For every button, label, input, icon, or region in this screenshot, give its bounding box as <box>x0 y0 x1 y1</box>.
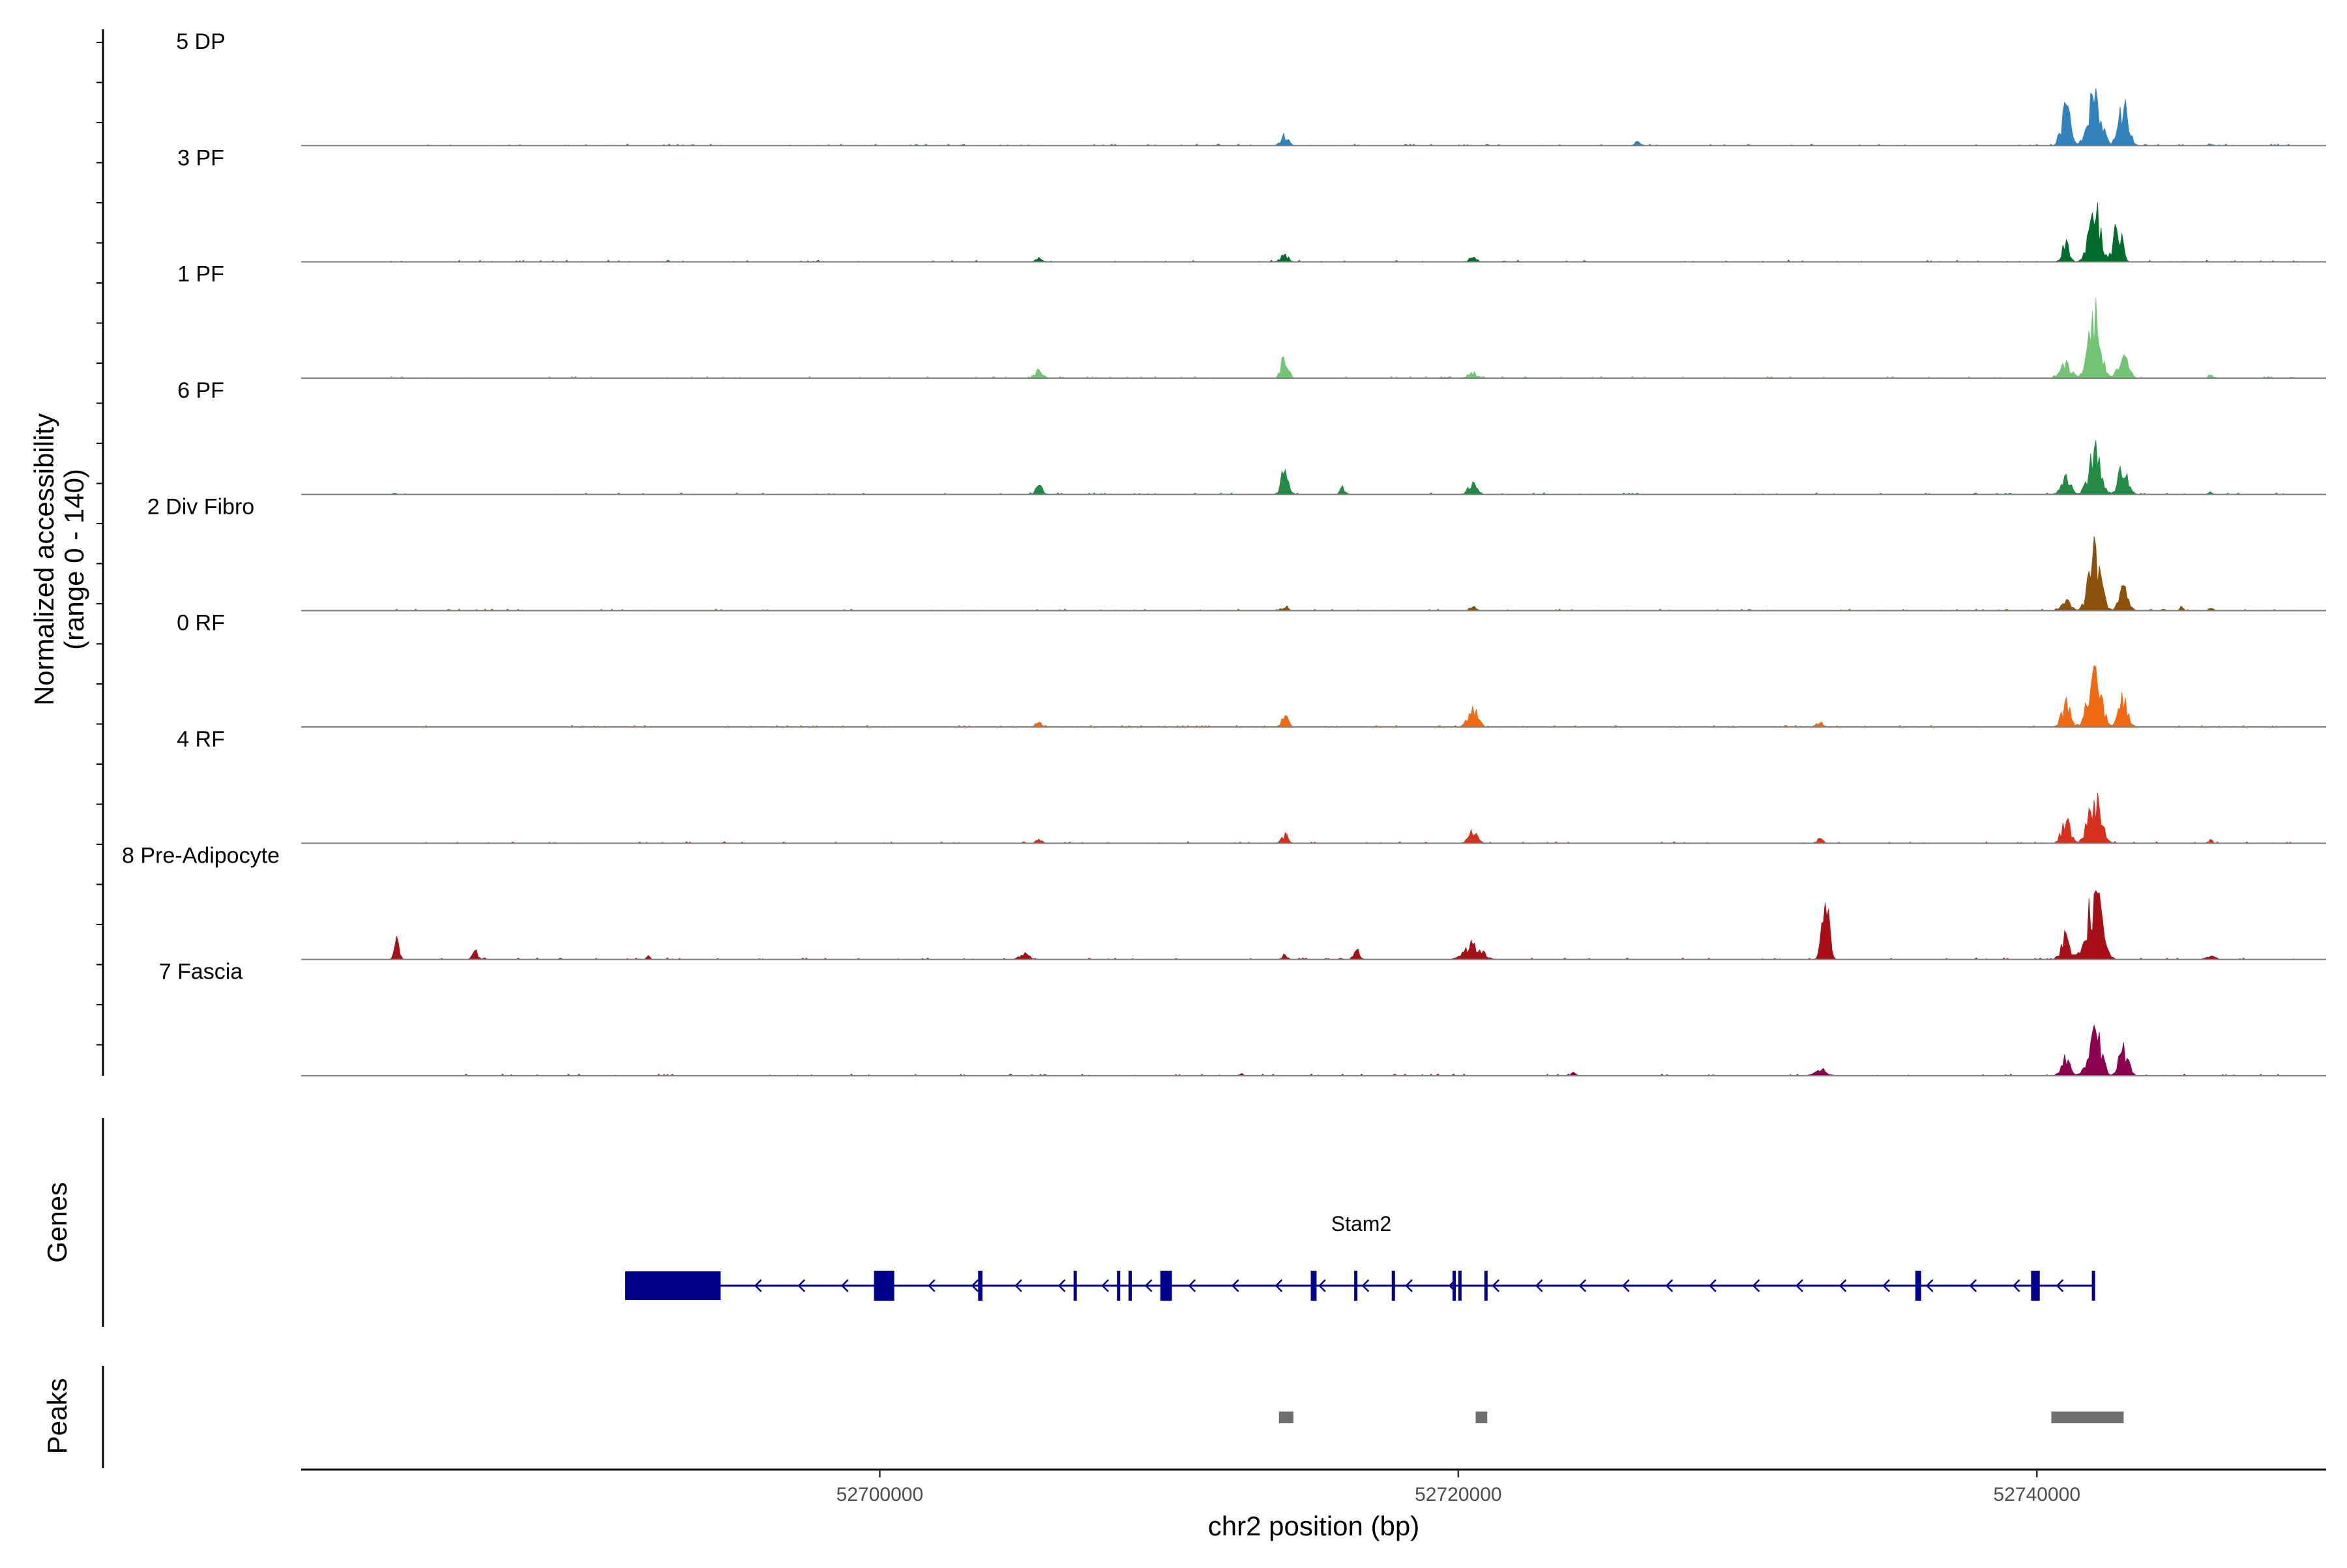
gene-exon <box>1073 1271 1077 1301</box>
coverage-y-ticks <box>96 42 103 1046</box>
strand-arrow <box>1969 1279 1977 1292</box>
gene-exon <box>2031 1271 2040 1301</box>
track-label: 1 PF <box>177 262 224 287</box>
gene-exon <box>1484 1271 1488 1301</box>
x-tick-label: 52700000 <box>836 1484 923 1505</box>
strand-arrow <box>1275 1279 1283 1292</box>
strand-arrow <box>928 1279 936 1292</box>
gene-exon <box>978 1271 982 1301</box>
strand-arrow <box>1578 1279 1587 1292</box>
coverage-area <box>388 664 2297 728</box>
track-label: 5 DP <box>176 29 226 54</box>
y-axis-range: (range 0 - 140) <box>59 469 89 650</box>
coverage-area <box>388 792 2297 844</box>
strand-arrow <box>754 1279 762 1292</box>
strand-arrow <box>1057 1279 1066 1292</box>
peak-region <box>1278 1412 1293 1423</box>
gene-exon <box>1310 1271 1317 1301</box>
gene-exon <box>1354 1271 1358 1301</box>
track-9: 7 Fascia <box>159 960 2326 1076</box>
gene-exon <box>1117 1271 1121 1301</box>
y-axis-title: Normalized accessibility <box>29 413 59 705</box>
gene-exon <box>1915 1271 1921 1301</box>
strand-arrow <box>1925 1279 1934 1292</box>
track-7: 4 RF <box>177 727 2326 844</box>
gene-exon <box>1391 1271 1395 1301</box>
strand-arrow <box>797 1279 806 1292</box>
gene-exon <box>874 1271 894 1301</box>
coverage-area <box>388 298 2297 379</box>
strand-arrow <box>1014 1279 1022 1292</box>
strand-arrow <box>1752 1279 1760 1292</box>
strand-arrow <box>1361 1279 1370 1292</box>
x-tick-label: 52740000 <box>1994 1484 2080 1505</box>
gene-exon <box>1458 1271 1462 1301</box>
track-6: 0 RF <box>177 611 2326 728</box>
strand-arrow <box>1188 1279 1196 1292</box>
strand-arrow <box>1535 1279 1543 1292</box>
track-label: 2 Div Fibro <box>147 494 254 519</box>
track-label: 3 PF <box>177 145 224 170</box>
strand-arrow <box>971 1279 979 1292</box>
coverage-area <box>388 1024 2297 1076</box>
peak-region <box>1475 1412 1488 1423</box>
genes-panel-title: Genes <box>42 1182 72 1263</box>
strand-arrow <box>2056 1279 2064 1292</box>
strand-arrow <box>1709 1279 1717 1292</box>
gene-exon <box>1452 1271 1456 1301</box>
track-label: 7 Fascia <box>159 960 243 984</box>
track-4: 6 PF <box>177 378 2326 496</box>
coverage-area <box>388 88 2297 146</box>
coverage-area <box>388 202 2297 263</box>
track-label: 0 RF <box>177 611 225 636</box>
coverage-area <box>387 890 2297 960</box>
x-tick-label: 52720000 <box>1415 1484 1501 1505</box>
x-axis-title: chr2 position (bp) <box>1208 1511 1420 1541</box>
peak-regions <box>1278 1412 2124 1423</box>
strand-arrow <box>1665 1279 1674 1292</box>
coverage-tracks: 5 DP 3 PF 1 PF 6 PF 2 Div Fibro 0 RF 4 RF 8 Pre… <box>122 29 2326 1076</box>
strand-arrow <box>1882 1279 1891 1292</box>
gene-exon <box>2091 1271 2095 1301</box>
track-2: 3 PF <box>177 145 2326 263</box>
track-8: 8 Pre-Adipocyte <box>122 843 2326 960</box>
track-5: 2 Div Fibro <box>147 494 2326 612</box>
track-label: 8 Pre-Adipocyte <box>122 843 280 868</box>
strand-arrow <box>1492 1279 1499 1292</box>
peaks-panel-title: Peaks <box>42 1378 72 1455</box>
coverage-area <box>388 536 2297 612</box>
gene-exon <box>1129 1271 1132 1301</box>
track-3: 1 PF <box>177 262 2326 379</box>
gene-exon <box>625 1271 721 1300</box>
strand-arrow <box>1622 1279 1630 1292</box>
strand-arrow <box>1231 1279 1239 1292</box>
x-axis-ticks: 52700000 52720000 52740000 <box>836 1470 2080 1505</box>
strand-arrow <box>840 1279 849 1292</box>
gene-models: Stam2 <box>625 1212 2095 1301</box>
strand-arrow <box>1795 1279 1803 1292</box>
strand-arrow <box>2013 1279 2020 1292</box>
strand-arrow <box>1144 1279 1153 1292</box>
strand-arrow <box>1318 1279 1326 1292</box>
track-1: 5 DP <box>176 29 2326 147</box>
strand-arrow <box>1405 1279 1413 1292</box>
peak-region <box>2051 1412 2124 1423</box>
track-label: 4 RF <box>177 727 225 752</box>
track-label: 6 PF <box>177 378 224 403</box>
gene-label: Stam2 <box>1331 1212 1391 1235</box>
strand-arrow <box>1838 1279 1847 1292</box>
gene-stam2: Stam2 <box>625 1212 2095 1301</box>
coverage-area <box>388 440 2297 495</box>
gene-exon <box>1160 1271 1172 1301</box>
strand-arrow <box>1101 1279 1109 1292</box>
